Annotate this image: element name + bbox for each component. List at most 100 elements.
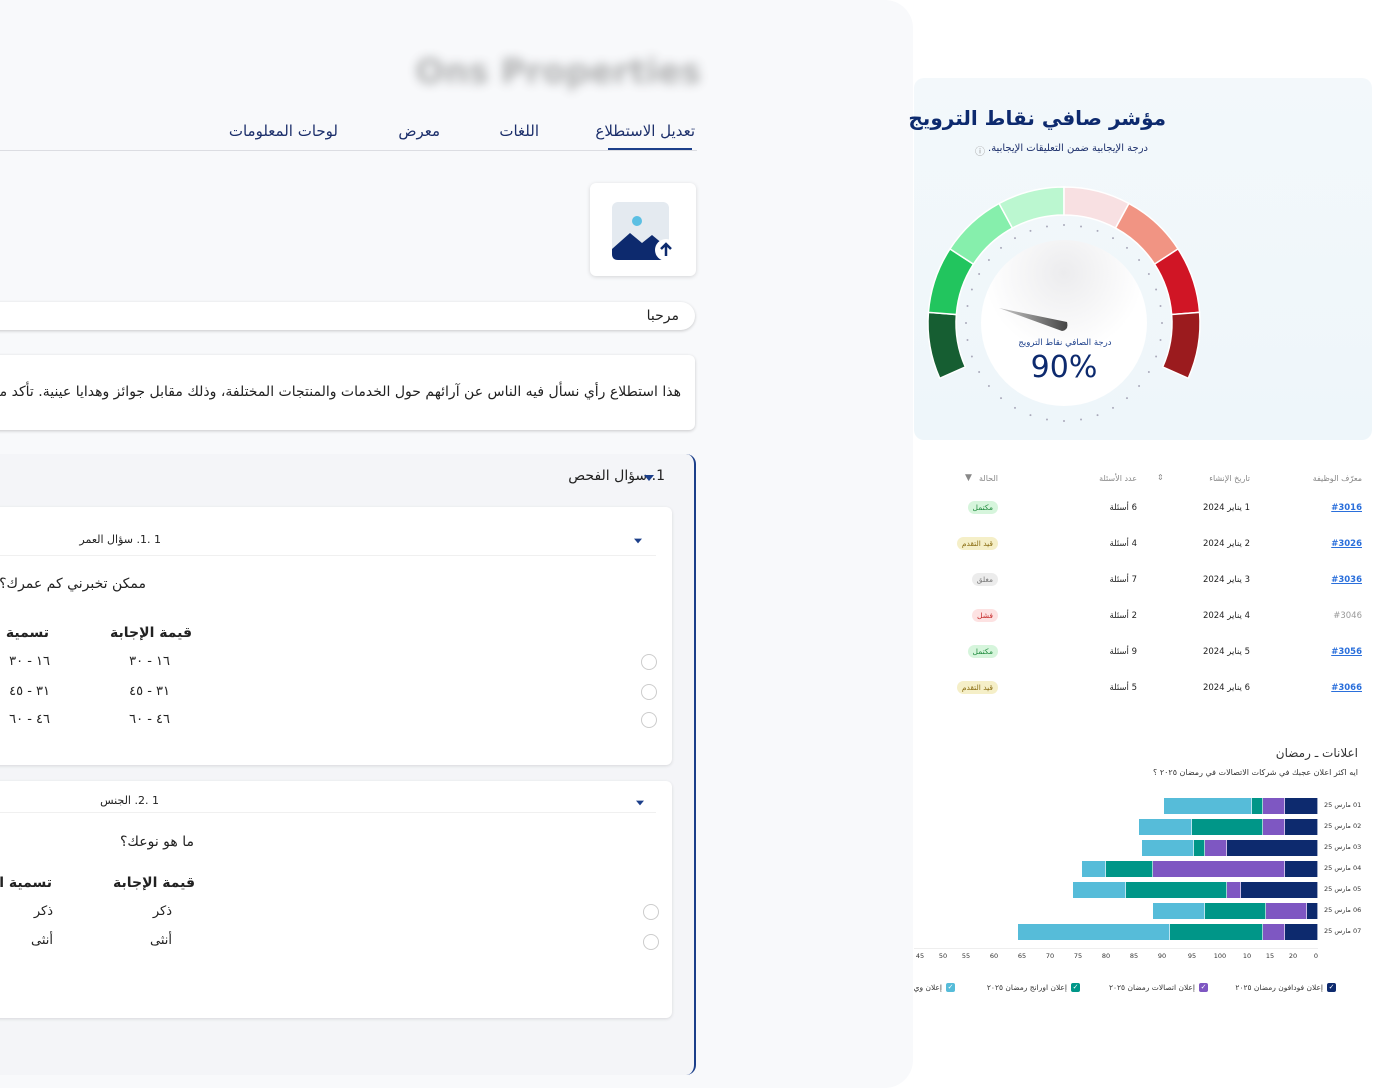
bar-segment[interactable] [1081,861,1107,877]
legend-label: إعلان وي [914,983,942,992]
sort-icon[interactable]: ⇕ [1157,473,1164,482]
x-tick-label: 90 [1157,952,1167,960]
column-header-date[interactable]: تاريخ الإنشاء [1209,474,1250,483]
question-header: 1 .2. الجنس [100,794,159,807]
column-header-status[interactable]: الحالة [979,474,998,483]
checkbox-icon[interactable]: ✓ [1071,983,1080,992]
survey-title-input[interactable]: مرحبا [0,302,695,330]
created-date: 3 يناير 2024 [1202,575,1250,585]
chevron-down-icon[interactable] [634,538,642,544]
bar-segment[interactable] [1018,924,1170,940]
column-header-count[interactable]: عدد الأسئلة [1099,474,1137,483]
bar-segment[interactable] [1263,819,1285,835]
created-date: 1 يناير 2024 [1202,503,1250,513]
bar-segment[interactable] [1263,798,1285,814]
chevron-down-icon[interactable] [644,475,654,481]
answer-label[interactable]: أنثى [31,933,53,948]
category-label: 06 مارس 25 [1324,906,1362,914]
legend-item[interactable]: ✓ إعلان وي [914,983,955,992]
tab-edit-survey[interactable]: تعديل الاستطلاع [595,122,695,140]
bar-segment[interactable] [1073,882,1126,898]
answer-radio[interactable] [643,934,659,950]
gauge-tick-dot [1125,246,1128,249]
gauge-tick-dot [1063,224,1065,226]
bar-segment[interactable] [1252,798,1263,814]
job-id-link[interactable]: #3066 [1331,683,1362,693]
created-date: 6 يناير 2024 [1202,683,1250,693]
info-icon[interactable]: ⓘ [975,147,986,158]
table-row[interactable]: #3066 6 يناير 2024 5 أسئلة قيد التقدم [914,681,1374,703]
gauge-tick-dot [1014,237,1016,240]
bar-segment[interactable] [1191,819,1263,835]
legend-label: إعلان اتصالات رمضان ٢٠٢٥ [1108,983,1195,992]
bar-segment[interactable] [1227,882,1241,898]
bar-segment[interactable] [1205,840,1228,856]
status-badge: مكتمل [967,645,998,658]
checkbox-icon[interactable]: ✓ [1327,983,1336,992]
survey-description-input[interactable]: هذا استطلاع رأي نسأل فيه الناس عن آرائهم… [0,355,695,430]
answer-label[interactable]: ١٦ - ٣٠ [9,654,50,669]
answer-radio[interactable] [641,684,657,700]
gauge-tick-dot [1112,237,1114,240]
image-upload-button[interactable] [590,183,696,276]
bar-segment[interactable] [1285,861,1318,877]
bar-segment[interactable] [1125,882,1228,898]
survey-editor-panel: Ons Properties تعديل الاستطلاع اللغات مع… [0,52,701,1075]
bar-segment[interactable] [1139,819,1192,835]
answer-label[interactable]: ٤٦ - ٦٠ [9,712,50,727]
gauge-tick-dot [1063,420,1065,422]
gauge-segment [927,311,967,380]
bar-segment[interactable] [1205,903,1266,919]
job-id-link[interactable]: #3036 [1331,575,1362,585]
legend-item[interactable]: ✓ إعلان اورانج رمضان ٢٠٢٥ [987,983,1080,992]
bar-segment[interactable] [1106,861,1153,877]
bar-segment[interactable] [1227,840,1318,856]
bar-segment[interactable] [1285,819,1318,835]
bar-segment[interactable] [1194,840,1206,856]
gauge-segment [1161,311,1201,380]
filter-icon[interactable]: ▼ [965,473,972,483]
bar-segment[interactable] [1164,798,1252,814]
answer-radio[interactable] [641,712,657,728]
job-id-link[interactable]: #3056 [1331,647,1362,657]
table-row[interactable]: #3046 4 يناير 2024 2 أسئلة فشل [914,609,1374,631]
column-header-id[interactable]: معرّف الوظيفة [1312,474,1362,483]
answer-value-header: قيمة الإجابة [110,625,192,641]
table-row[interactable]: #3026 2 يناير 2024 4 أسئلة قيد التقدم [914,537,1374,559]
x-tick-label: 0 [1313,952,1319,960]
legend-item[interactable]: ✓ إعلان فودافون رمضان ٢٠٢٥ [1235,983,1336,992]
table-row[interactable]: #3036 3 يناير 2024 7 أسئلة مغلق [914,573,1374,595]
chevron-down-icon[interactable] [636,800,644,806]
bar-segment[interactable] [1153,861,1285,877]
answer-label[interactable]: ٣١ - ٤٥ [9,684,50,699]
bar-segment[interactable] [1169,924,1263,940]
question-card-age [0,507,672,765]
answer-radio[interactable] [643,904,659,920]
job-id-link[interactable]: #3026 [1331,539,1362,549]
bar-segment[interactable] [1307,903,1318,919]
bar-segment[interactable] [1263,924,1285,940]
gauge-tick-dot [978,371,981,373]
bar-segment[interactable] [1241,882,1318,898]
bar-segment[interactable] [1265,903,1307,919]
bar-segment[interactable] [1142,840,1195,856]
bar-segment[interactable] [1153,903,1206,919]
x-tick-label: 50 [938,952,948,960]
gauge-tick-dot [1029,414,1032,417]
answer-label[interactable]: ذكر [33,904,53,919]
status-badge: فشل [972,609,998,622]
tab-dashboards[interactable]: لوحات المعلومات [228,122,338,140]
bar-segment[interactable] [1285,798,1318,814]
table-row[interactable]: #3056 5 يناير 2024 9 أسئلة مكتمل [914,645,1374,667]
stacked-bar-chart: 01 مارس 25 02 مارس 25 03 مارس 25 04 مارس 25… [914,790,1376,1000]
answer-radio[interactable] [641,654,657,670]
tab-languages[interactable]: اللغات [499,122,539,140]
question-count: 7 أسئلة [1109,575,1137,585]
table-row[interactable]: #3016 1 يناير 2024 6 أسئلة مكتمل [914,501,1374,523]
tab-gallery[interactable]: معرض [398,122,440,140]
job-id-link[interactable]: #3016 [1331,503,1362,513]
checkbox-icon[interactable]: ✓ [1199,983,1208,992]
checkbox-icon[interactable]: ✓ [946,983,955,992]
legend-item[interactable]: ✓ إعلان اتصالات رمضان ٢٠٢٥ [1109,983,1208,992]
bar-segment[interactable] [1285,924,1318,940]
